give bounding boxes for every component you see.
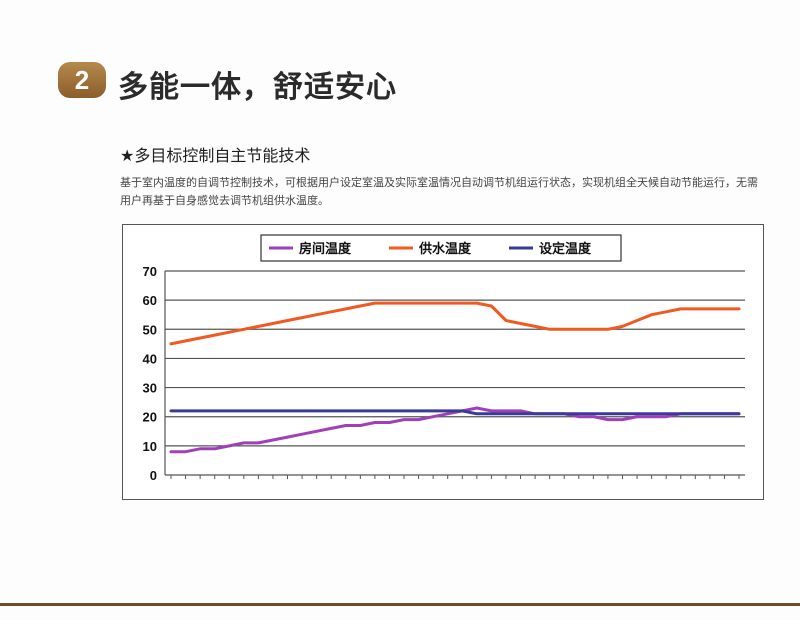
y-tick-label: 20 bbox=[143, 410, 157, 425]
chart-legend bbox=[260, 234, 622, 262]
y-tick-label: 40 bbox=[143, 351, 157, 366]
y-tick-label: 10 bbox=[143, 439, 157, 454]
section-number-badge: 2 bbox=[58, 62, 106, 98]
chart-canvas: 0 10 20 30 40 50 60 70 房间温度 供水温度 设定温度 bbox=[143, 234, 745, 483]
legend-label: 房间温度 bbox=[299, 241, 352, 256]
y-tick-label: 30 bbox=[143, 381, 157, 396]
series-line bbox=[169, 409, 741, 416]
y-tick-label: 70 bbox=[143, 264, 157, 279]
legend-label: 供水温度 bbox=[418, 241, 472, 256]
y-tick-label: 0 bbox=[150, 468, 157, 483]
section-title: 多能一体，舒适安心 bbox=[118, 70, 397, 105]
legend-label: 设定温度 bbox=[539, 241, 592, 256]
series-line bbox=[169, 301, 741, 346]
y-tick-label: 60 bbox=[143, 293, 157, 308]
footer-divider bbox=[0, 603, 800, 606]
feature-subtitle: ★多目标控制自主节能技术 bbox=[120, 146, 311, 165]
temperature-chart: 0 10 20 30 40 50 60 70 房间温度 供水温度 设定温度 bbox=[122, 224, 764, 500]
feature-description: 基于室内温度的自调节控制技术，可根据用户设定室温及实际室温情况自动调节机组运行状… bbox=[120, 176, 758, 207]
y-tick-label: 50 bbox=[143, 322, 157, 337]
